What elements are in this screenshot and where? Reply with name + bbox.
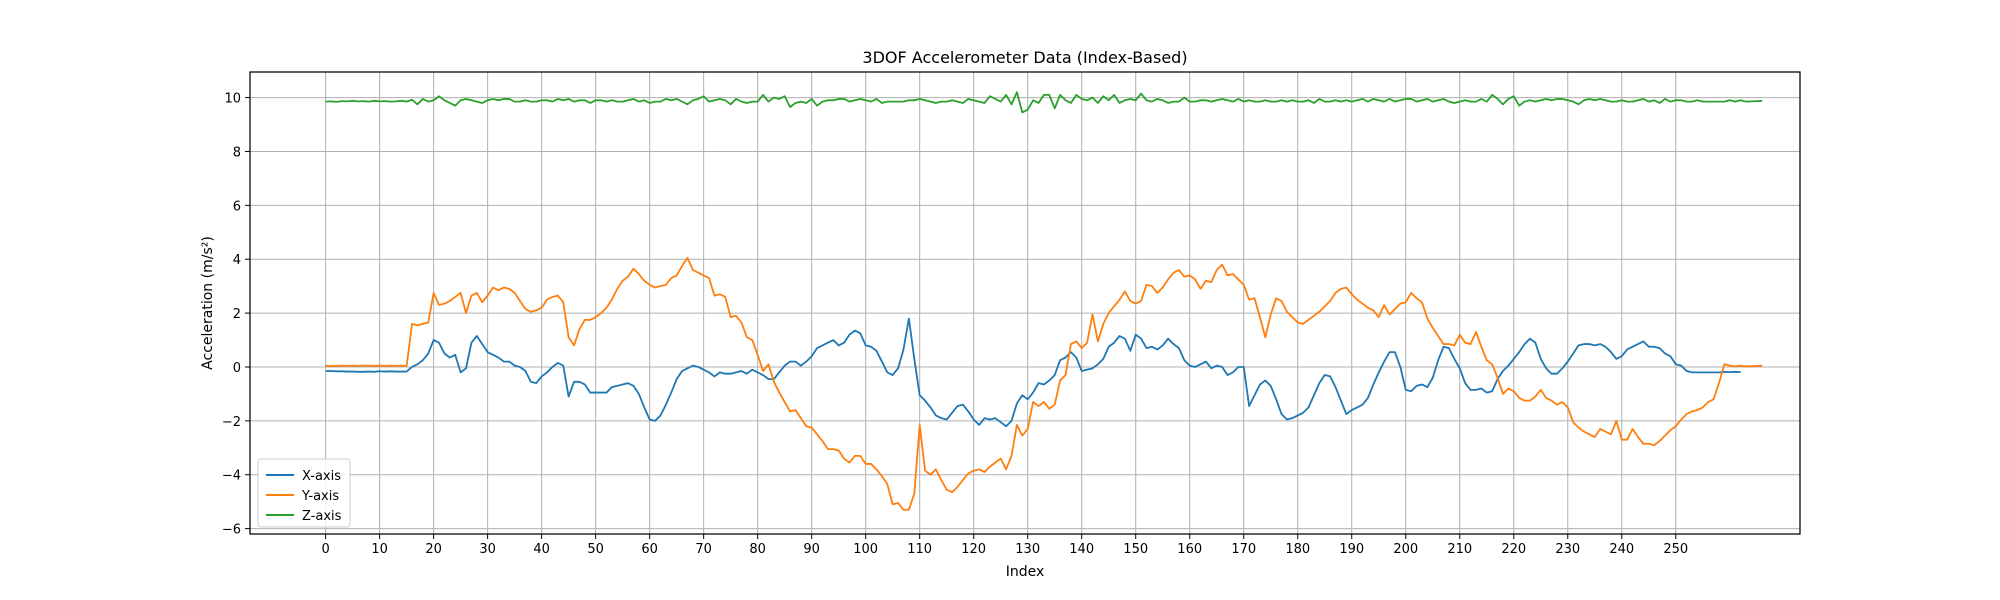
y-axis-title: Acceleration (m/s²) (200, 236, 216, 370)
x-tick-label: 250 (1663, 542, 1688, 557)
x-tick-label: 60 (641, 542, 658, 557)
y-tick-label: 10 (224, 92, 241, 107)
y-tick-label: 0 (233, 361, 241, 376)
x-tick-label: 160 (1177, 542, 1202, 557)
x-tick-label: 0 (321, 542, 329, 557)
x-tick-label: 230 (1555, 542, 1580, 557)
chart-title: 3DOF Accelerometer Data (Index-Based) (862, 48, 1187, 67)
x-tick-label: 180 (1285, 542, 1310, 557)
series-layer (325, 91, 1763, 511)
x-tick-label: 90 (803, 542, 820, 557)
x-tick-label: 80 (749, 542, 766, 557)
y-tick-label: 4 (233, 253, 241, 268)
x-tick-label: 100 (853, 542, 878, 557)
x-tick-label: 30 (479, 542, 496, 557)
legend-label-x-axis: X-axis (302, 469, 341, 484)
y-tick-label: 6 (233, 199, 241, 214)
x-tick-label: 150 (1123, 542, 1148, 557)
x-ticks: 0 10 20 30 40 50 60 70 80 90 100 110 120 130 140 150 160… (321, 534, 1688, 557)
y-tick-label: −6 (222, 523, 241, 538)
x-tick-label: 50 (587, 542, 604, 557)
grid (250, 72, 1800, 534)
x-tick-label: 220 (1501, 542, 1526, 557)
legend: X-axis Y-axis Z-axis (257, 458, 351, 528)
series-line-x-axis (325, 317, 1741, 428)
x-tick-label: 200 (1393, 542, 1418, 557)
legend-label-z-axis: Z-axis (302, 509, 342, 524)
x-tick-label: 70 (695, 542, 712, 557)
x-tick-label: 10 (371, 542, 388, 557)
y-tick-label: −2 (222, 415, 241, 430)
x-tick-label: 140 (1069, 542, 1094, 557)
series-line-z-axis (325, 91, 1763, 114)
x-axis-title: Index (1006, 564, 1045, 580)
series-line-y-axis (325, 256, 1763, 511)
x-tick-label: 170 (1231, 542, 1256, 557)
y-tick-label: 8 (233, 145, 241, 160)
x-tick-label: 40 (533, 542, 550, 557)
legend-items: X-axis Y-axis Z-axis (266, 469, 342, 524)
x-tick-label: 130 (1015, 542, 1040, 557)
x-tick-label: 190 (1339, 542, 1364, 557)
plot-frame (249, 71, 1801, 535)
x-tick-label: 110 (907, 542, 932, 557)
y-tick-label: 2 (233, 307, 241, 322)
x-tick-label: 20 (425, 542, 442, 557)
y-ticks: −6 −4 −2 0 2 4 6 8 10 (222, 92, 250, 538)
x-tick-label: 210 (1447, 542, 1472, 557)
y-tick-label: −4 (222, 469, 241, 484)
x-tick-label: 240 (1609, 542, 1634, 557)
x-tick-label: 120 (961, 542, 986, 557)
legend-label-y-axis: Y-axis (301, 489, 339, 504)
